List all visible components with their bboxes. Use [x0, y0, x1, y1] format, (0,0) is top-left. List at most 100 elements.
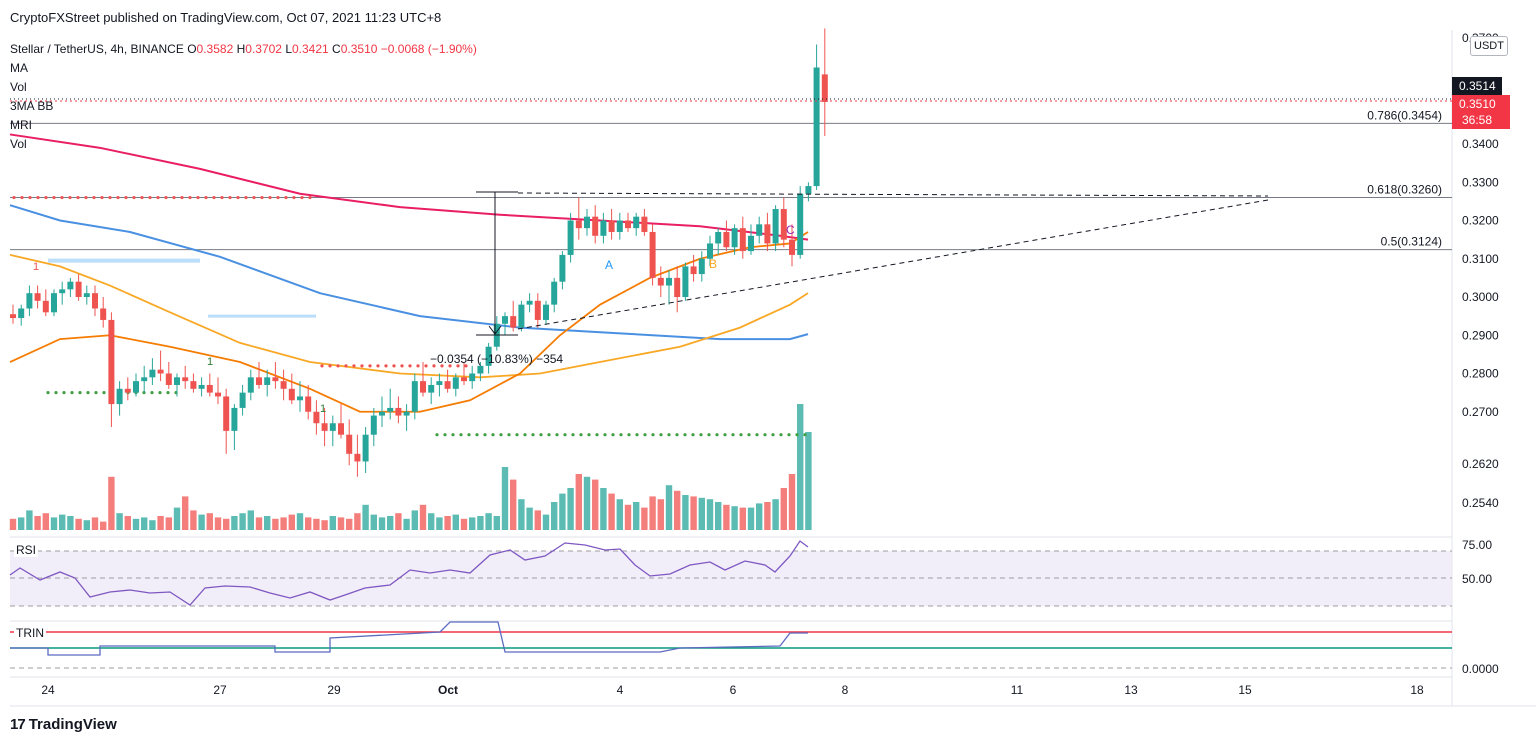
support-dot [747, 433, 751, 437]
volume-bar [460, 518, 468, 530]
support-dot [483, 433, 487, 437]
candle-body [551, 281, 558, 305]
volume-bar [157, 516, 164, 530]
price-axis-label: 0.2620 [1462, 457, 1499, 471]
tradingview-brand[interactable]: 17 TradingView [10, 716, 117, 733]
price-axis-label: 0.3200 [1462, 214, 1499, 228]
currency-tag[interactable]: USDT [1470, 36, 1508, 56]
support-dot [475, 433, 479, 437]
volume-bar [387, 516, 394, 530]
volume-bar [108, 476, 115, 530]
candle-body [600, 220, 607, 236]
time-axis[interactable]: 24 27 29 Oct 4 6 8 11 13 15 18 [41, 683, 1424, 697]
support-dot [563, 433, 567, 437]
candle-body [370, 415, 377, 435]
volume-bar [534, 510, 541, 530]
volume-bar [805, 432, 812, 530]
volume-bar [764, 502, 771, 530]
candle-body [116, 388, 123, 405]
candle-body [313, 411, 320, 424]
volume-bar [75, 518, 82, 530]
candle-body [649, 231, 656, 278]
support-dot [787, 433, 791, 437]
indicator-3ma-bb[interactable]: 3MA BB [10, 99, 54, 113]
candle-body [674, 277, 681, 297]
resistance-dot [52, 195, 56, 200]
volume-bar [436, 517, 443, 530]
volume-bar [26, 510, 33, 530]
volume-bar [231, 516, 238, 530]
rsi-pane-title[interactable]: RSI [14, 543, 39, 557]
volume-bar [378, 517, 386, 530]
volume-bar [395, 513, 402, 530]
volume-bar [141, 517, 148, 530]
candle-body [305, 396, 312, 412]
candle-body [133, 381, 139, 393]
trin-line [10, 621, 808, 656]
candle-body [502, 316, 508, 324]
ohlc-row: Stellar / TetherUS, 4h, BINANCE O0.3582 … [10, 40, 477, 59]
tradingview-logo-icon: 17 [10, 716, 26, 733]
resistance-dot [352, 364, 356, 368]
indicator-vol-2[interactable]: Vol [10, 137, 27, 151]
resistance-dot [108, 195, 112, 200]
resistance-dot [416, 364, 420, 368]
indicator-ma[interactable]: MA [10, 61, 28, 75]
resistance-dot [116, 195, 120, 200]
volume-bar [756, 503, 763, 530]
support-dot [755, 433, 759, 437]
price-axis-label: 0.2540 [1462, 496, 1499, 510]
resistance-dot [180, 195, 184, 200]
price-axis[interactable]: 0.3400 0.3300 0.3200 0.3100 0.3000 0.2900 0.28… [1462, 137, 1499, 510]
resistance-dot [60, 195, 64, 200]
resistance-dot [320, 364, 324, 368]
volume-bar [485, 513, 492, 530]
wave-label-b: B [709, 257, 717, 271]
candle-body [198, 384, 205, 389]
support-dot [635, 433, 639, 437]
resistance-dot [384, 364, 388, 368]
volume-bar [518, 499, 525, 530]
candle-body [625, 220, 631, 229]
resistance-dot [260, 195, 264, 200]
support-dot [627, 433, 631, 437]
volume-bar [214, 517, 222, 530]
candle-body [100, 308, 107, 320]
resistance-dot [132, 195, 136, 200]
volume-bar [337, 517, 345, 530]
volume-bar [690, 496, 697, 530]
volume-bar [165, 517, 172, 530]
candle-body [641, 216, 648, 232]
volume-bar [575, 474, 582, 530]
candle-body [108, 319, 115, 405]
volume-bar [280, 517, 287, 530]
indicator-mri[interactable]: MRI [10, 118, 32, 132]
volume-bar [510, 479, 517, 530]
candle-body [42, 300, 49, 313]
badge-time-text: 36:58 [1462, 113, 1492, 127]
support-dot [587, 433, 591, 437]
support-dot [659, 433, 663, 437]
resistance-dot [292, 195, 296, 200]
support-dot [771, 433, 775, 437]
candle-body [526, 300, 533, 305]
symbol-label[interactable]: Stellar / TetherUS, 4h, BINANCE [10, 42, 184, 56]
support-dot [571, 433, 575, 437]
trin-pane-title[interactable]: TRIN [14, 626, 46, 640]
rsi-line [9, 540, 809, 606]
candle-body [59, 289, 66, 294]
resistance-dot [164, 195, 168, 200]
volume-bar [633, 502, 640, 530]
support-dot [78, 391, 82, 395]
support-dot [451, 433, 455, 437]
volume-bar [272, 518, 279, 530]
volume-bar [501, 467, 509, 530]
volume-bar [723, 504, 730, 530]
candle-body [83, 293, 90, 297]
resistance-dot [432, 364, 436, 368]
candle-body [534, 300, 541, 320]
support-dot [102, 391, 106, 395]
indicator-vol[interactable]: Vol [10, 80, 27, 94]
volume-bar [665, 485, 673, 530]
